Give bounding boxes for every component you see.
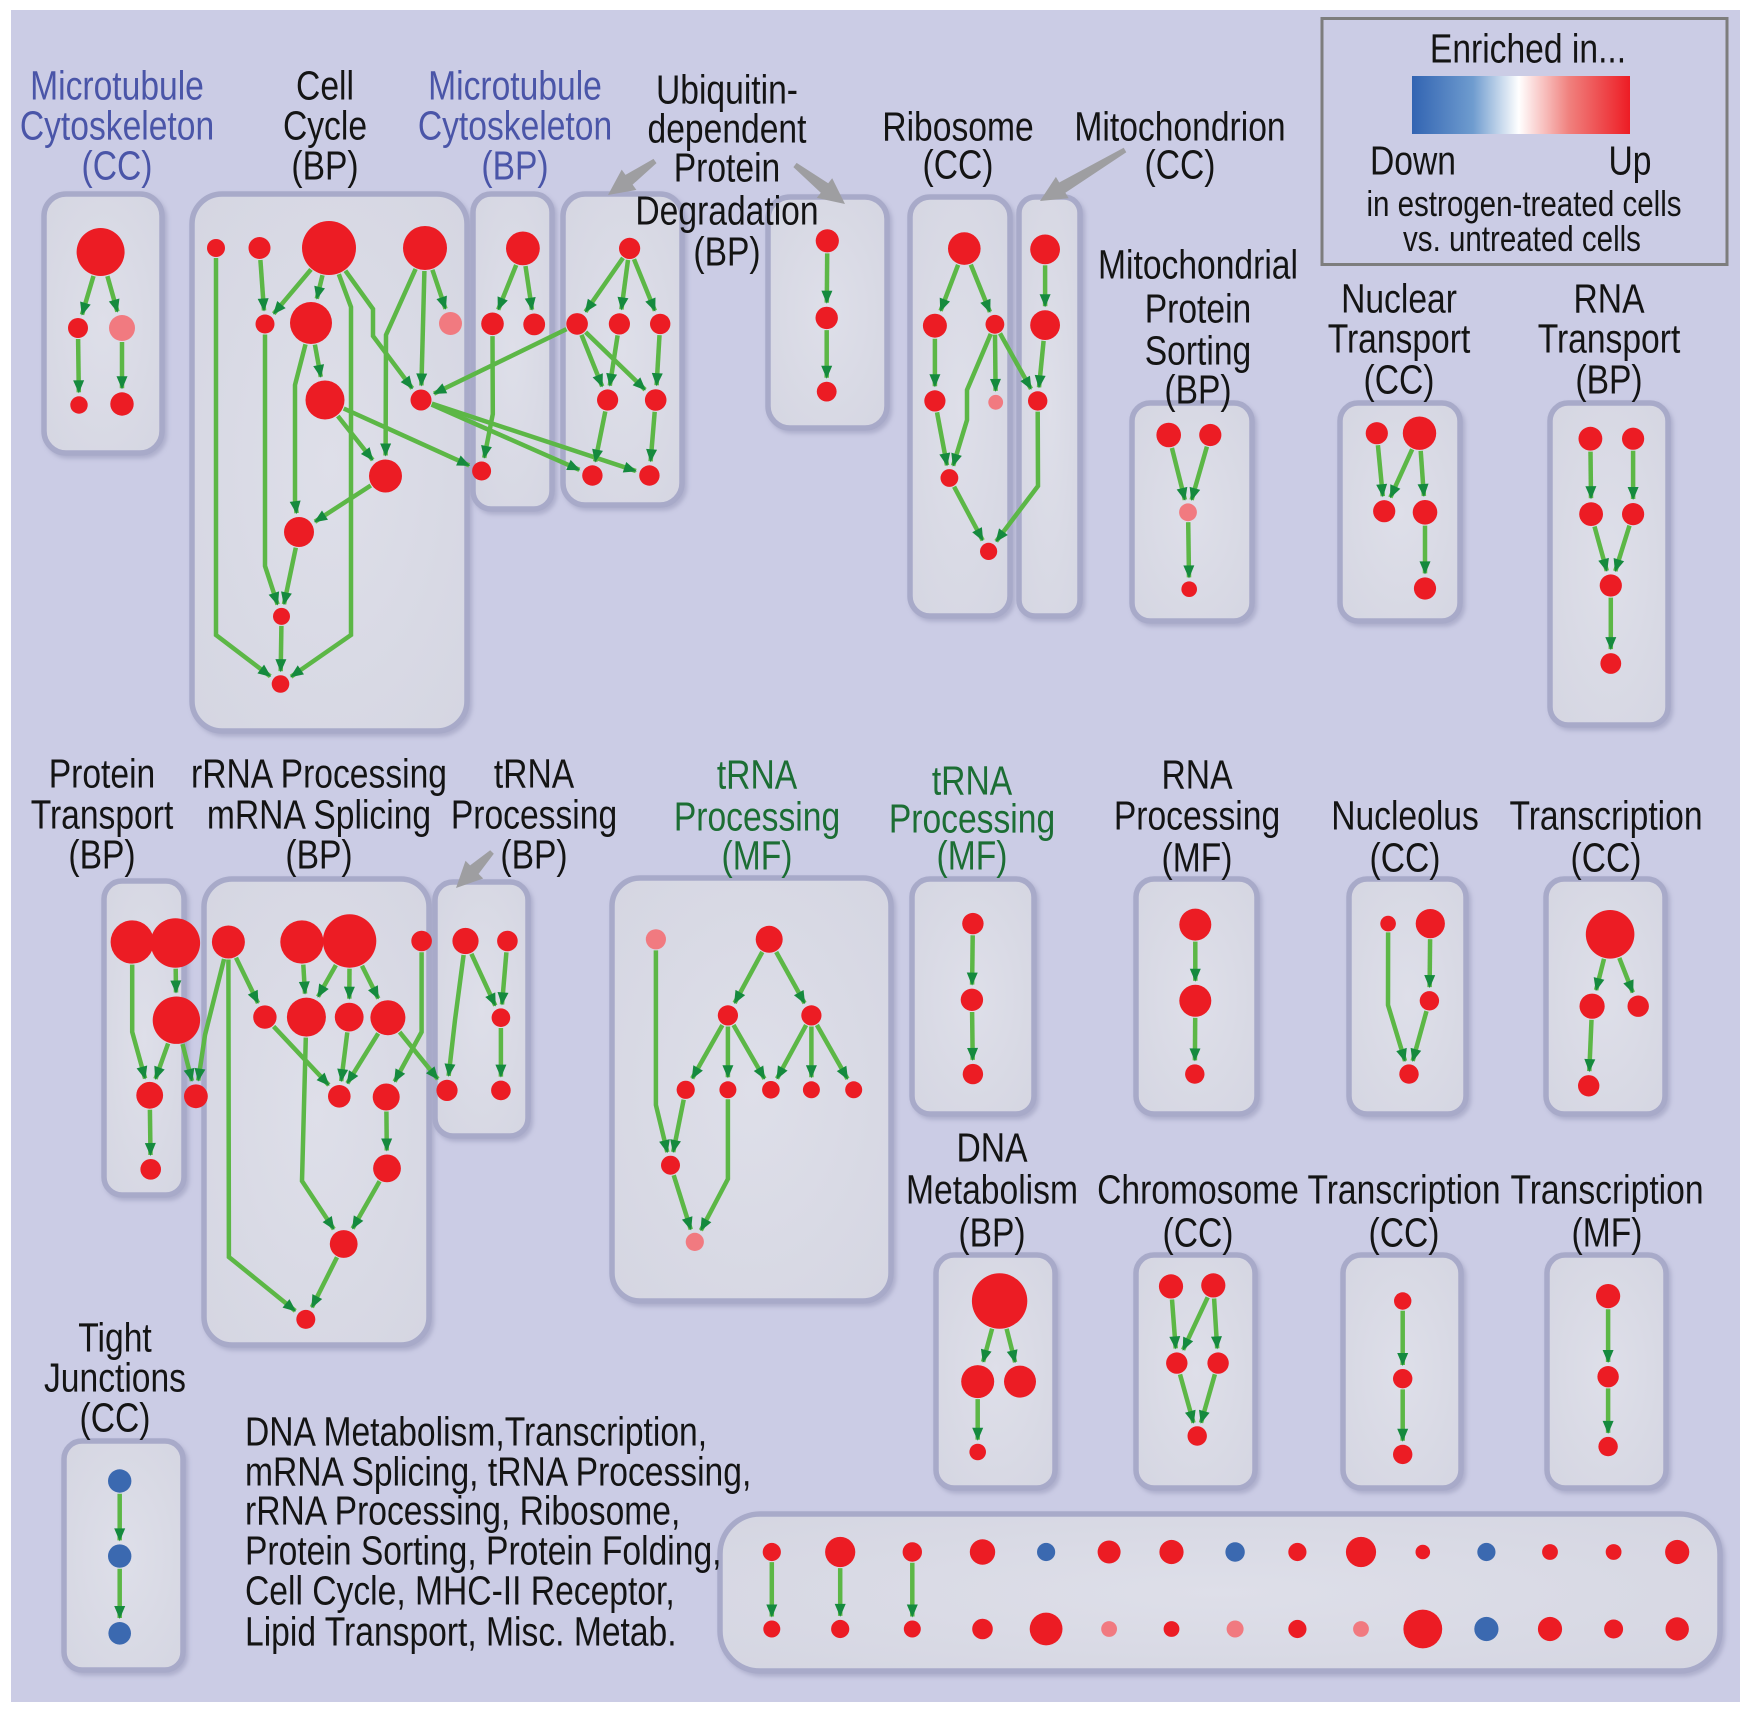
svg-text:rRNA Processing: rRNA Processing [191, 751, 447, 797]
svg-text:Mitochondrial: Mitochondrial [1098, 242, 1298, 288]
svg-text:(BP): (BP) [285, 832, 352, 878]
svg-text:Enriched in...: Enriched in... [1430, 26, 1626, 72]
svg-text:Junctions: Junctions [44, 1355, 186, 1401]
svg-text:Mitochondrion: Mitochondrion [1074, 104, 1285, 150]
svg-text:(BP): (BP) [500, 832, 567, 878]
svg-text:Protein: Protein [49, 751, 156, 797]
svg-text:(CC): (CC) [80, 1395, 151, 1441]
svg-text:(BP): (BP) [693, 229, 760, 275]
svg-text:Microtubule: Microtubule [428, 63, 602, 109]
svg-text:Transcription: Transcription [1509, 793, 1702, 839]
svg-text:(CC): (CC) [1571, 835, 1642, 881]
svg-text:Transcription: Transcription [1307, 1167, 1500, 1213]
svg-text:Transport: Transport [1328, 316, 1471, 362]
svg-text:(MF): (MF) [1572, 1210, 1643, 1256]
svg-text:tRNA: tRNA [932, 758, 1013, 804]
svg-text:vs. untreated cells: vs. untreated cells [1403, 218, 1641, 259]
svg-text:Microtubule: Microtubule [30, 63, 204, 109]
svg-text:Protein: Protein [674, 145, 781, 191]
svg-text:(BP): (BP) [481, 143, 548, 189]
svg-text:Cell: Cell [296, 63, 354, 109]
svg-text:(BP): (BP) [1164, 367, 1231, 413]
svg-text:Nucleolus: Nucleolus [1331, 793, 1479, 839]
svg-text:tRNA: tRNA [494, 751, 575, 797]
svg-text:(CC): (CC) [82, 143, 153, 189]
svg-text:Processing: Processing [1114, 793, 1280, 839]
svg-text:rRNA Processing, Ribosome,: rRNA Processing, Ribosome, [245, 1488, 680, 1534]
svg-text:Degradation: Degradation [635, 188, 818, 234]
svg-text:mRNA Splicing, tRNA Processing: mRNA Splicing, tRNA Processing, [245, 1449, 751, 1495]
svg-text:RNA: RNA [1162, 752, 1234, 798]
svg-text:Cytoskeleton: Cytoskeleton [418, 103, 612, 149]
svg-text:Transport: Transport [1538, 316, 1681, 362]
svg-text:Cytoskeleton: Cytoskeleton [20, 103, 214, 149]
svg-text:Chromosome: Chromosome [1097, 1167, 1299, 1213]
svg-text:Protein: Protein [1145, 286, 1252, 332]
svg-text:Down: Down [1370, 138, 1456, 184]
svg-text:(CC): (CC) [923, 142, 994, 188]
svg-text:(MF): (MF) [1162, 835, 1233, 881]
svg-text:mRNA Splicing: mRNA Splicing [207, 792, 431, 838]
svg-text:Cell Cycle, MHC-II Receptor,: Cell Cycle, MHC-II Receptor, [245, 1568, 675, 1614]
svg-text:dependent: dependent [648, 106, 807, 152]
svg-text:Ubiquitin-: Ubiquitin- [656, 67, 798, 113]
svg-text:(CC): (CC) [1369, 1210, 1440, 1256]
svg-text:Sorting: Sorting [1145, 328, 1252, 374]
svg-text:(CC): (CC) [1370, 835, 1441, 881]
svg-text:tRNA: tRNA [717, 752, 798, 798]
svg-text:Protein Sorting, Protein Foldi: Protein Sorting, Protein Folding, [245, 1528, 722, 1574]
svg-text:Cycle: Cycle [283, 103, 367, 149]
svg-text:Transport: Transport [31, 792, 174, 838]
svg-text:(MF): (MF) [937, 833, 1008, 879]
svg-text:(BP): (BP) [1575, 357, 1642, 403]
svg-text:(CC): (CC) [1145, 142, 1216, 188]
svg-text:(BP): (BP) [291, 143, 358, 189]
svg-text:Tight: Tight [78, 1315, 152, 1361]
svg-text:Processing: Processing [674, 794, 840, 840]
svg-text:Lipid Transport, Misc. Metab.: Lipid Transport, Misc. Metab. [245, 1609, 677, 1655]
svg-text:Nuclear: Nuclear [1341, 276, 1457, 322]
svg-text:(CC): (CC) [1364, 357, 1435, 403]
svg-text:Transcription: Transcription [1510, 1167, 1703, 1213]
svg-text:in estrogen-treated cells: in estrogen-treated cells [1366, 183, 1681, 224]
svg-text:Ribosome: Ribosome [882, 104, 1033, 150]
svg-text:RNA: RNA [1574, 276, 1646, 322]
svg-text:(BP): (BP) [68, 832, 135, 878]
svg-text:Processing: Processing [889, 796, 1055, 842]
svg-text:(BP): (BP) [958, 1210, 1025, 1256]
svg-text:(CC): (CC) [1163, 1210, 1234, 1256]
svg-text:(MF): (MF) [722, 833, 793, 879]
svg-text:Metabolism: Metabolism [906, 1167, 1078, 1213]
svg-text:DNA Metabolism,Transcription,: DNA Metabolism,Transcription, [245, 1409, 707, 1455]
svg-text:Processing: Processing [451, 792, 617, 838]
svg-text:Up: Up [1609, 138, 1652, 184]
svg-text:DNA: DNA [957, 1125, 1029, 1171]
